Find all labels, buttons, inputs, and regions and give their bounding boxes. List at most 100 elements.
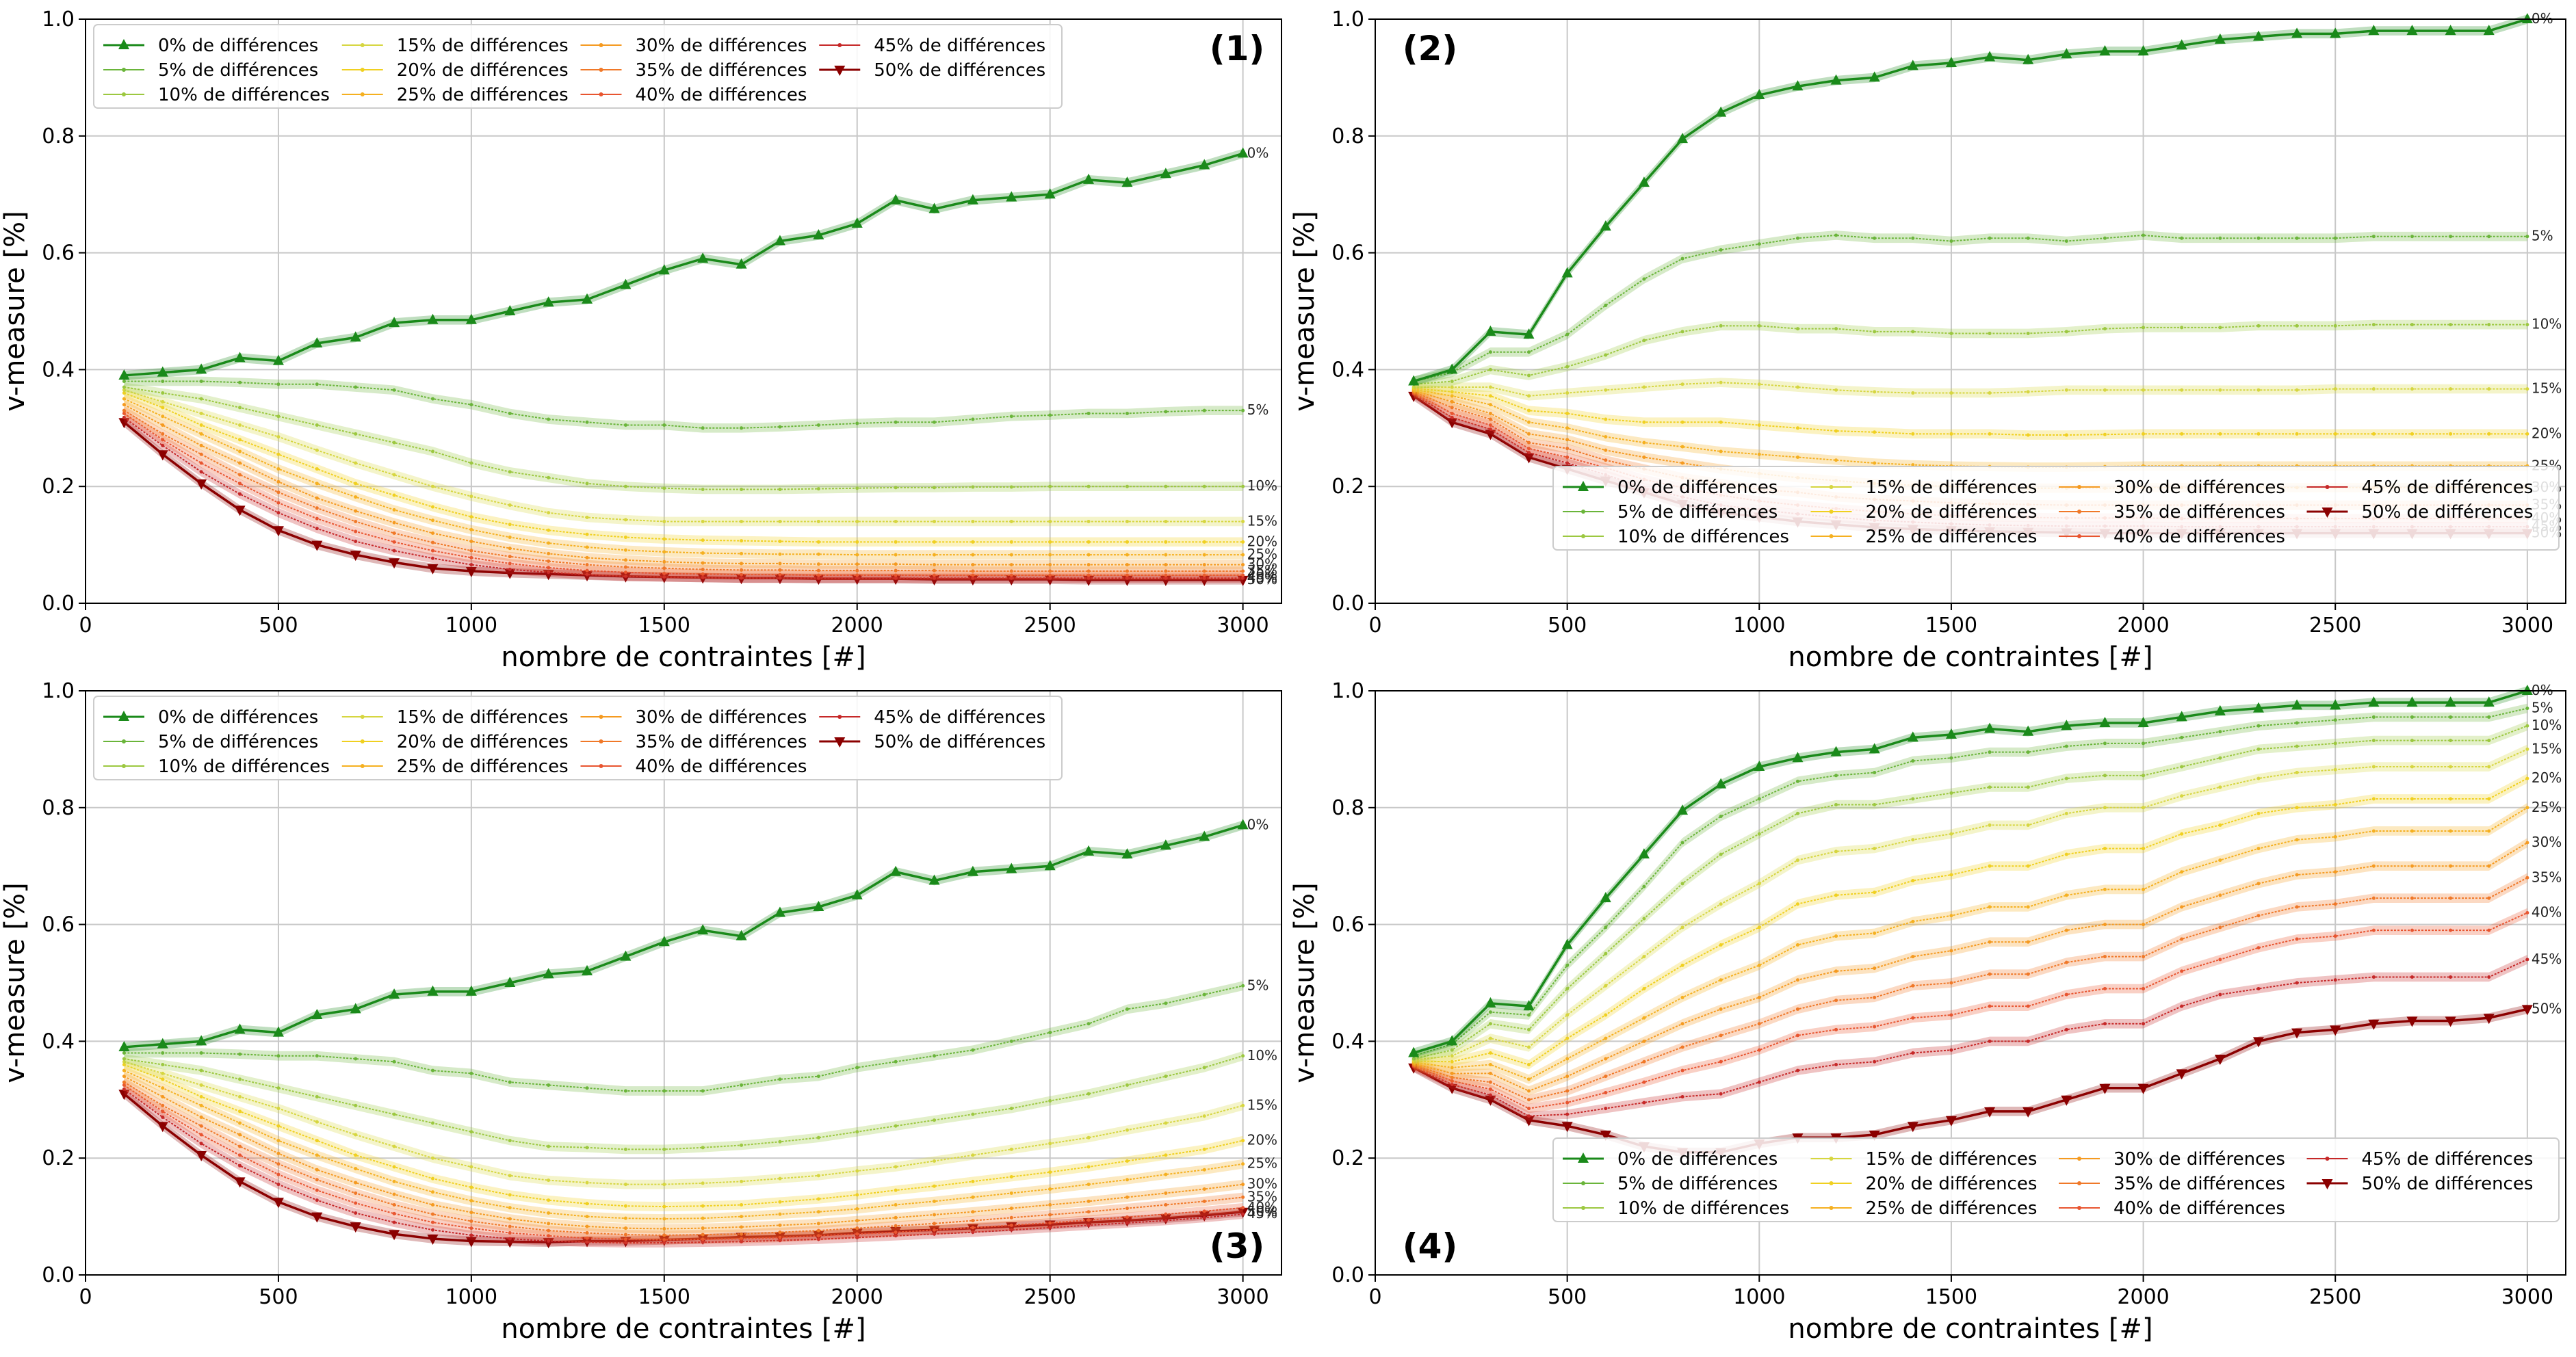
data-point xyxy=(315,1188,319,1192)
data-point xyxy=(430,556,434,560)
data-point xyxy=(161,1077,165,1081)
series-line-3 xyxy=(124,389,1243,523)
end-label: 35% xyxy=(1247,1188,1277,1204)
data-point xyxy=(1911,955,1915,959)
data-point xyxy=(585,1224,589,1228)
data-point xyxy=(1408,391,1420,402)
data-point xyxy=(1488,1080,1492,1084)
data-point xyxy=(1087,1022,1091,1026)
data-point xyxy=(238,380,242,384)
data-point xyxy=(238,1144,242,1148)
legend-label: 5% de différences xyxy=(158,60,318,81)
data-point xyxy=(1164,1172,1168,1176)
data-point xyxy=(585,420,589,424)
data-point xyxy=(2176,1069,2187,1080)
data-point xyxy=(1834,1027,1838,1031)
data-point xyxy=(2026,390,2030,394)
data-point xyxy=(2256,847,2261,851)
data-point xyxy=(2142,326,2146,330)
data-point xyxy=(354,1133,358,1137)
series-line-2 xyxy=(124,386,1243,490)
data-point xyxy=(928,874,940,885)
series-line-1 xyxy=(1413,234,2527,382)
data-point xyxy=(1642,987,1646,991)
data-point xyxy=(465,985,477,996)
data-point xyxy=(933,576,937,580)
data-point xyxy=(778,539,782,543)
data-point xyxy=(1949,832,1953,836)
data-point xyxy=(2445,1016,2456,1027)
data-point xyxy=(2142,955,2146,959)
data-point xyxy=(1488,367,1492,371)
data-point xyxy=(2103,847,2107,851)
data-point xyxy=(469,1071,473,1075)
data-point xyxy=(2218,925,2222,930)
data-point xyxy=(1450,1071,1454,1075)
data-point xyxy=(971,1210,975,1214)
data-point xyxy=(1949,949,1953,953)
data-point xyxy=(504,305,516,315)
legend-marker xyxy=(834,66,846,76)
data-point xyxy=(430,449,434,453)
data-point xyxy=(1792,80,1804,91)
data-point xyxy=(1202,992,1206,997)
series-line-8 xyxy=(123,1084,1243,1241)
data-point xyxy=(1757,1080,1761,1084)
data-point xyxy=(2026,1004,2030,1008)
data-point xyxy=(1450,394,1454,398)
data-point xyxy=(662,575,666,579)
data-point xyxy=(1757,242,1761,246)
y-tick-label: 0.6 xyxy=(42,913,75,937)
data-point xyxy=(701,1237,705,1241)
data-point xyxy=(585,482,589,486)
data-point xyxy=(1795,1033,1799,1038)
data-point xyxy=(1006,191,1017,202)
data-point xyxy=(161,1109,165,1114)
data-point xyxy=(276,1107,281,1111)
data-point xyxy=(2252,30,2264,41)
data-point xyxy=(2142,806,2146,810)
data-point xyxy=(311,1212,323,1223)
data-point xyxy=(1523,1116,1535,1127)
data-point xyxy=(238,482,242,486)
data-point xyxy=(315,1198,319,1202)
data-point xyxy=(354,495,358,499)
legend-label: 20% de différences xyxy=(1866,502,2038,523)
data-point xyxy=(1009,1228,1013,1232)
data-point xyxy=(1604,951,1608,956)
data-point xyxy=(354,1191,358,1195)
data-point xyxy=(122,1051,126,1055)
data-point xyxy=(1604,303,1608,307)
data-point xyxy=(354,1181,358,1185)
data-point xyxy=(2142,432,2146,436)
data-point xyxy=(582,293,593,304)
data-point xyxy=(1125,1159,1129,1163)
data-point xyxy=(1202,553,1206,557)
data-point xyxy=(354,1201,358,1205)
end-label: 25% xyxy=(2532,799,2562,815)
data-point xyxy=(161,399,165,404)
data-point xyxy=(2218,236,2222,240)
legend: 0% de différences 5% de différences 10% de… xyxy=(93,24,1063,109)
data-point xyxy=(1237,575,1249,586)
data-point xyxy=(508,1224,512,1228)
end-label: 30% xyxy=(1247,556,1277,572)
data-point xyxy=(701,487,705,491)
legend-marker xyxy=(2077,534,2081,538)
end-label: 5% xyxy=(1247,977,1269,993)
data-point xyxy=(701,519,705,523)
data-point xyxy=(2487,387,2491,391)
data-point xyxy=(1048,1221,1052,1225)
data-point xyxy=(508,411,512,415)
data-point xyxy=(1164,1203,1168,1207)
data-point xyxy=(701,426,705,430)
data-point xyxy=(469,495,473,499)
data-point xyxy=(196,1150,207,1161)
data-point xyxy=(469,1219,473,1223)
data-point xyxy=(2180,905,2184,909)
data-point xyxy=(2410,797,2414,801)
end-label: 40% xyxy=(1247,1199,1277,1215)
data-point xyxy=(350,1222,361,1233)
data-point xyxy=(701,575,705,579)
data-point xyxy=(430,397,434,401)
